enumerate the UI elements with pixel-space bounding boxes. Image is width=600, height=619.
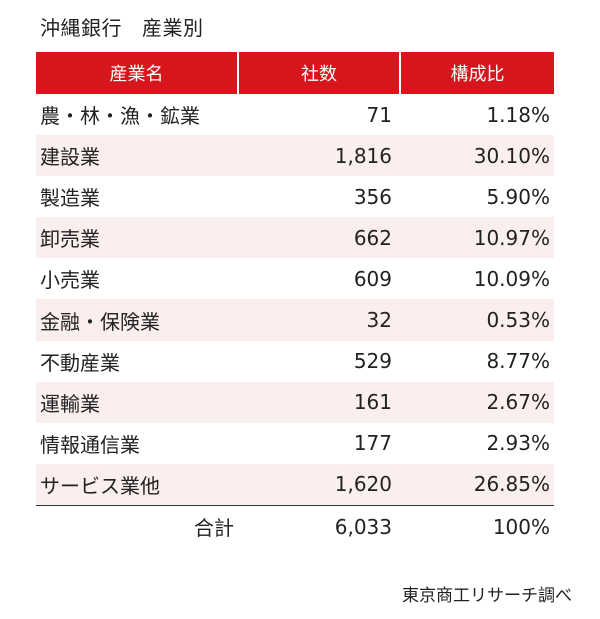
share-cell: 26.85%	[400, 463, 554, 506]
table-row: 運輸業 161 2.67%	[36, 381, 554, 423]
share-cell: 1.18%	[486, 102, 550, 127]
industry-cell: 不動産業	[40, 350, 120, 375]
column-header-count: 社数	[237, 52, 400, 94]
share-cell: 8.77%	[486, 349, 550, 374]
count-cell: 32	[238, 299, 400, 341]
share-cell: 0.53%	[400, 299, 554, 341]
industry-table: 産業名 社数 構成比 農・林・漁・鉱業 71 1.18% 建設業 1,816 30.10%…	[36, 52, 554, 548]
table-row: 製造業 356 5.90%	[36, 176, 554, 217]
header-row: 産業名 社数 構成比	[36, 52, 554, 94]
industry-cell: 建設業	[36, 135, 238, 177]
total-label: 合計	[194, 516, 234, 541]
bank-name: 沖縄銀行	[40, 16, 122, 40]
count-cell: 161	[238, 381, 400, 423]
industry-cell: 農・林・漁・鉱業	[40, 104, 200, 129]
count-cell: 529	[353, 349, 392, 374]
table-title: 沖縄銀行 産業別	[40, 12, 204, 41]
share-cell: 2.93%	[486, 431, 550, 456]
table-row: 金融・保険業 32 0.53%	[36, 299, 554, 341]
table-row: サービス業他 1,620 26.85%	[36, 463, 554, 506]
total-row: 合計 6,033 100%	[36, 505, 554, 548]
share-cell: 30.10%	[400, 135, 554, 177]
column-header-share: 構成比	[399, 52, 554, 94]
total-count: 6,033	[334, 514, 392, 539]
count-cell: 356	[353, 184, 392, 209]
share-cell: 10.97%	[400, 217, 554, 259]
source-note: 東京商工リサーチ調べ	[402, 586, 572, 606]
share-cell: 2.67%	[400, 381, 554, 423]
industry-cell: 情報通信業	[40, 432, 140, 457]
count-cell: 1,816	[238, 135, 400, 177]
table-row: 卸売業 662 10.97%	[36, 217, 554, 259]
table-subtitle: 産業別	[142, 16, 204, 40]
table-row: 不動産業 529 8.77%	[36, 341, 554, 382]
count-cell: 177	[353, 431, 392, 456]
count-cell: 662	[238, 217, 400, 259]
industry-cell: 運輸業	[36, 381, 238, 423]
count-cell: 71	[366, 102, 392, 127]
industry-cell: 金融・保険業	[36, 299, 238, 341]
total-share: 100%	[492, 514, 550, 539]
industry-cell: 卸売業	[36, 217, 238, 259]
industry-cell: サービス業他	[36, 463, 238, 506]
industry-cell: 小売業	[40, 268, 100, 293]
table-row: 小売業 609 10.09%	[36, 258, 554, 299]
share-cell: 5.90%	[486, 184, 550, 209]
share-cell: 10.09%	[473, 266, 550, 291]
table-row: 建設業 1,816 30.10%	[36, 135, 554, 177]
count-cell: 609	[353, 266, 392, 291]
column-header-industry: 産業名	[36, 52, 238, 94]
industry-cell: 製造業	[40, 186, 100, 211]
table-row: 農・林・漁・鉱業 71 1.18%	[36, 94, 554, 135]
table-row: 情報通信業 177 2.93%	[36, 423, 554, 464]
count-cell: 1,620	[238, 463, 400, 506]
